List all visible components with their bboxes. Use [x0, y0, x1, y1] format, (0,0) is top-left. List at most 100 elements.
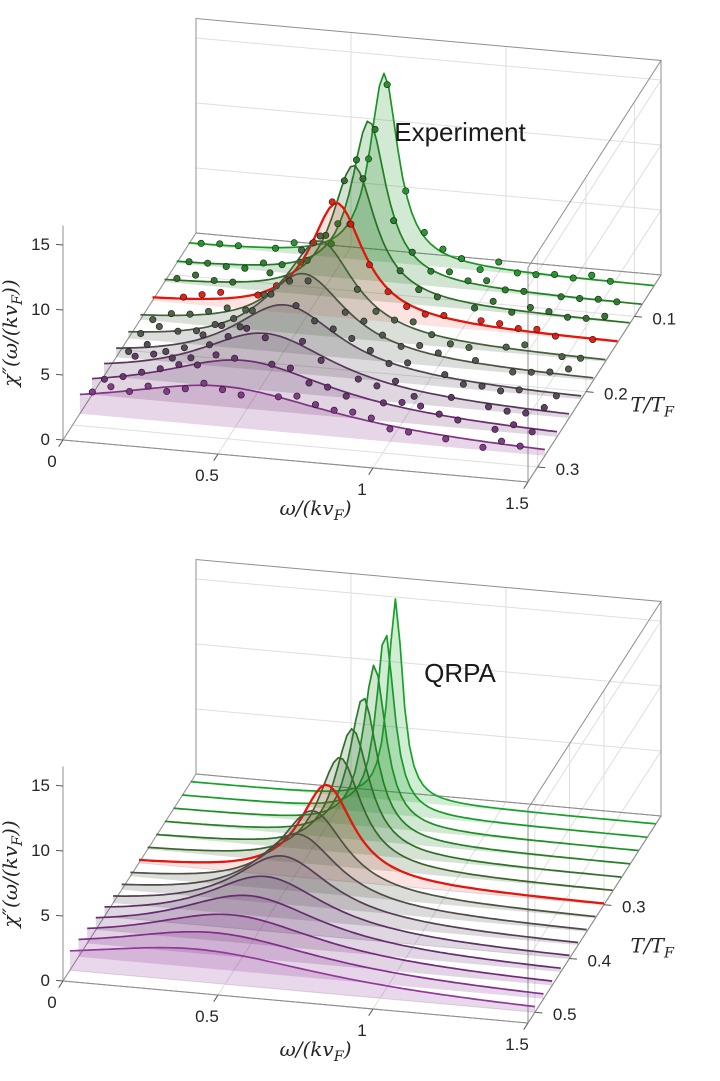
data-point	[390, 217, 398, 225]
data-point	[156, 365, 164, 373]
data-point	[305, 379, 313, 387]
data-point	[175, 361, 183, 369]
data-point	[168, 354, 176, 362]
data-point	[417, 402, 425, 410]
grid-line	[72, 424, 538, 468]
grid-line	[527, 209, 662, 418]
curve-fill	[173, 665, 639, 851]
data-point	[329, 325, 337, 333]
data-point	[477, 317, 485, 325]
curve-line	[140, 240, 606, 361]
data-point	[495, 258, 503, 266]
data-point	[479, 443, 487, 451]
grid-line	[195, 643, 662, 687]
data-point	[138, 368, 146, 376]
data-point	[199, 331, 207, 339]
data-point	[521, 341, 529, 349]
t-axis-label: T/TF	[631, 392, 675, 420]
data-point	[508, 308, 516, 316]
t-tick-label: 0.3	[622, 898, 646, 917]
z-tick-label: 5	[41, 365, 50, 384]
z-tick-label: 15	[31, 776, 50, 795]
curve-line	[69, 946, 536, 1008]
x-tick-label: 0.5	[195, 466, 219, 485]
x-axis-label: ω/(kvF)	[279, 1037, 351, 1065]
data-point	[366, 347, 374, 355]
curve-fill	[156, 728, 622, 878]
x-tick-mark	[213, 994, 219, 1002]
highlight-curve-fill	[139, 784, 604, 905]
chart-title: QRPA	[424, 658, 496, 688]
data-point	[440, 312, 448, 320]
x-tick-label: 0.5	[195, 1007, 219, 1026]
x-tick-label: 1	[357, 1021, 366, 1040]
grid-line	[372, 801, 507, 1010]
data-point	[266, 269, 274, 277]
curve-line	[190, 598, 656, 825]
x-tick-label: 0	[47, 452, 56, 471]
data-point	[267, 290, 275, 298]
data-point	[167, 310, 175, 318]
data-point	[471, 356, 479, 364]
t-tick-label: 0.3	[556, 460, 580, 479]
curve-fill	[104, 333, 570, 418]
data-point	[601, 312, 609, 320]
data-point	[402, 187, 410, 195]
grid-line	[195, 578, 662, 622]
data-point	[292, 302, 300, 310]
curve-line	[104, 875, 570, 957]
data-point	[439, 245, 447, 253]
data-point	[317, 356, 325, 364]
data-point	[174, 327, 182, 335]
data-point	[373, 382, 381, 390]
data-point	[540, 404, 548, 412]
experiment-panel: 0 0.5 1 1.5 0 5 10 15 0.1 0.2 0.3 χ″(ω/(kvF)) ω/(kvF…	[0, 17, 676, 524]
curve-line	[173, 664, 639, 852]
data-point	[415, 286, 423, 294]
curve-fill	[182, 635, 648, 838]
z-tick-mark	[55, 784, 64, 787]
x-tick-mark	[58, 439, 64, 447]
grid-line	[195, 167, 662, 211]
data-point	[206, 341, 214, 349]
data-point	[180, 344, 188, 352]
t-tick-mark	[534, 1011, 543, 1014]
data-point	[371, 125, 379, 133]
x-axis-line	[62, 439, 529, 483]
data-point	[582, 314, 590, 322]
curve-line	[87, 913, 553, 982]
curve-fill	[188, 73, 654, 287]
z-tick-label: 10	[31, 300, 50, 319]
data-point	[441, 371, 449, 379]
data-point	[552, 392, 560, 400]
highlight-curve-line	[152, 202, 618, 343]
data-point	[498, 437, 506, 445]
data-point	[404, 359, 412, 367]
data-point	[398, 398, 406, 406]
data-point	[386, 425, 394, 433]
curve-fill	[190, 599, 656, 825]
data-point	[100, 375, 108, 383]
data-point	[557, 293, 565, 301]
grid-line	[195, 37, 662, 81]
data-point	[458, 255, 466, 263]
data-point	[491, 425, 499, 433]
data-point	[558, 353, 566, 361]
data-point	[223, 304, 231, 312]
data-point	[497, 387, 505, 395]
data-point	[131, 352, 139, 360]
data-point	[459, 380, 467, 388]
data-point	[349, 408, 357, 416]
data-point	[594, 295, 602, 303]
z-axis-label: χ″(ω/(kvF))	[0, 279, 26, 388]
data-point	[274, 393, 282, 401]
data-point	[533, 325, 541, 333]
data-point	[334, 220, 342, 228]
curve-fill	[116, 304, 582, 400]
highlight-curve-line	[138, 783, 605, 905]
data-point	[509, 368, 517, 376]
curve-line	[164, 697, 630, 865]
z-tick-mark	[55, 243, 64, 246]
data-point	[391, 316, 399, 324]
